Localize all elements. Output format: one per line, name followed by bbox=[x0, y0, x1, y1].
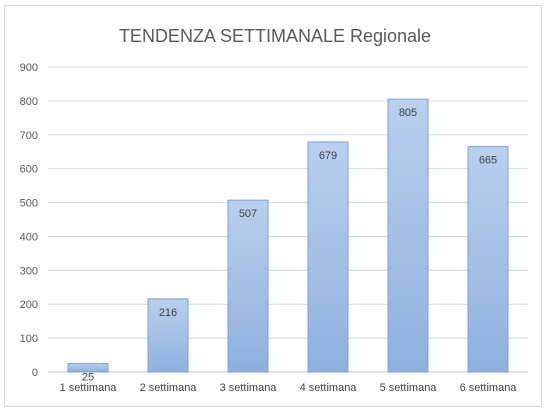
y-tick-label: 800 bbox=[20, 96, 38, 108]
x-tick-label: 1 settimana bbox=[60, 382, 118, 394]
y-tick-label: 200 bbox=[20, 299, 38, 311]
bar bbox=[307, 141, 349, 373]
x-tick-label: 6 settimana bbox=[460, 382, 518, 394]
bar bbox=[467, 146, 509, 373]
bar bbox=[227, 199, 269, 373]
x-tick-label: 3 settimana bbox=[220, 382, 278, 394]
y-tick-label: 600 bbox=[20, 164, 38, 176]
chart-frame bbox=[4, 5, 542, 407]
y-tick-label: 100 bbox=[20, 333, 38, 345]
y-tick-label: 900 bbox=[20, 62, 38, 74]
data-label: 679 bbox=[319, 150, 337, 162]
x-tick-label: 2 settimana bbox=[140, 382, 198, 394]
data-label: 665 bbox=[479, 155, 497, 167]
x-tick-label: 5 settimana bbox=[380, 382, 438, 394]
data-label: 507 bbox=[239, 208, 257, 220]
bar bbox=[67, 363, 109, 373]
y-tick-label: 300 bbox=[20, 265, 38, 277]
y-tick-label: 0 bbox=[32, 367, 38, 379]
y-tick-label: 400 bbox=[20, 231, 38, 243]
x-tick-label: 4 settimana bbox=[300, 382, 358, 394]
data-label: 805 bbox=[399, 107, 417, 119]
bar bbox=[147, 298, 189, 373]
data-label: 216 bbox=[159, 307, 177, 319]
y-tick-label: 700 bbox=[20, 130, 38, 142]
chart-title: TENDENZA SETTIMANALE Regionale bbox=[118, 26, 432, 46]
bar bbox=[387, 98, 429, 373]
y-tick-label: 500 bbox=[20, 198, 38, 210]
data-label: 25 bbox=[82, 372, 94, 384]
